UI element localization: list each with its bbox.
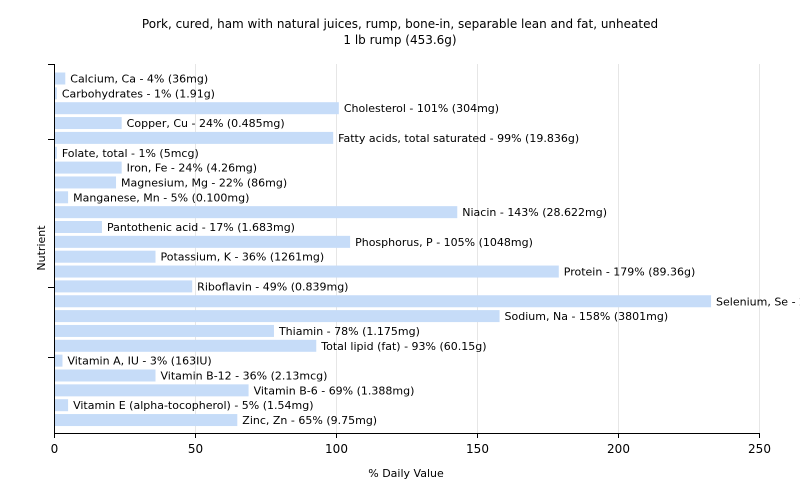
axes-group: 0 50 100 150 200 250 bbox=[48, 64, 771, 456]
bar-data-label: Protein - 179% (89.36g) bbox=[564, 266, 696, 279]
bar bbox=[54, 176, 117, 189]
bar-data-label: Thiamin - 78% (1.175mg) bbox=[278, 325, 420, 338]
bar-data-label: Total lipid (fat) - 93% (60.15g) bbox=[320, 340, 486, 353]
bar bbox=[54, 324, 274, 337]
bar bbox=[54, 131, 334, 144]
bar-data-label: Selenium, Se - 233% (163.3mcg) bbox=[716, 295, 800, 308]
chart-subtitle: 1 lb rump (453.6g) bbox=[343, 33, 456, 47]
bar-data-label: Potassium, K - 36% (1261mg) bbox=[161, 251, 325, 264]
chart-title: Pork, cured, ham with natural juices, ru… bbox=[142, 17, 658, 31]
bar bbox=[54, 280, 193, 293]
bar bbox=[54, 414, 238, 427]
bar bbox=[54, 384, 249, 397]
y-axis-label: Nutrient bbox=[35, 225, 48, 271]
bar bbox=[54, 295, 712, 308]
bar bbox=[54, 265, 559, 278]
bar-data-label: Vitamin A, IU - 3% (163IU) bbox=[67, 355, 211, 368]
x-tick-label: 200 bbox=[607, 442, 630, 456]
bar bbox=[54, 191, 69, 204]
bar bbox=[54, 206, 458, 219]
bar bbox=[54, 102, 339, 115]
bar bbox=[54, 87, 57, 100]
bar-data-label: Vitamin B-6 - 69% (1.388mg) bbox=[254, 384, 415, 397]
bar-data-label: Niacin - 143% (28.622mg) bbox=[462, 206, 607, 219]
bar bbox=[54, 369, 156, 382]
bar-data-label: Cholesterol - 101% (304mg) bbox=[344, 102, 499, 115]
bar bbox=[54, 354, 63, 367]
bars-group: Calcium, Ca - 4% (36mg)Carbohydrates - 1… bbox=[54, 72, 800, 427]
bar-data-label: Sodium, Na - 158% (3801mg) bbox=[505, 310, 669, 323]
bar bbox=[54, 250, 156, 263]
bar bbox=[54, 310, 500, 323]
bar-data-label: Carbohydrates - 1% (1.91g) bbox=[62, 87, 215, 100]
bar bbox=[54, 146, 57, 159]
bar-data-label: Pantothenic acid - 17% (1.683mg) bbox=[107, 221, 295, 234]
bar bbox=[54, 339, 317, 352]
bar bbox=[54, 72, 66, 85]
x-axis-label: % Daily Value bbox=[368, 467, 444, 480]
bar-data-label: Vitamin B-12 - 36% (2.13mcg) bbox=[161, 370, 328, 383]
bar-data-label: Calcium, Ca - 4% (36mg) bbox=[70, 73, 208, 86]
bar-data-label: Vitamin E (alpha-tocopherol) - 5% (1.54m… bbox=[73, 399, 313, 412]
bar bbox=[54, 161, 122, 174]
bar-data-label: Phosphorus, P - 105% (1048mg) bbox=[355, 236, 533, 249]
x-tick-label: 0 bbox=[51, 442, 59, 456]
bar-data-label: Magnesium, Mg - 22% (86mg) bbox=[121, 176, 287, 189]
bar-data-label: Manganese, Mn - 5% (0.100mg) bbox=[73, 191, 249, 204]
bar-data-label: Zinc, Zn - 65% (9.75mg) bbox=[242, 414, 377, 427]
bar-data-label: Folate, total - 1% (5mcg) bbox=[62, 147, 199, 160]
bar-data-label: Riboflavin - 49% (0.839mg) bbox=[197, 280, 348, 293]
bar-data-label: Copper, Cu - 24% (0.485mg) bbox=[127, 117, 285, 130]
bar-data-label: Fatty acids, total saturated - 99% (19.8… bbox=[338, 132, 579, 145]
x-tick-label: 100 bbox=[325, 442, 348, 456]
bar bbox=[54, 221, 102, 233]
gridlines bbox=[195, 64, 760, 433]
x-tick-label: 50 bbox=[188, 442, 203, 456]
bar-data-label: Iron, Fe - 24% (4.26mg) bbox=[127, 162, 257, 175]
bar bbox=[54, 399, 69, 412]
bar bbox=[54, 235, 351, 248]
x-tick-label: 150 bbox=[466, 442, 489, 456]
x-tick-label: 250 bbox=[748, 442, 771, 456]
bar bbox=[54, 117, 122, 130]
